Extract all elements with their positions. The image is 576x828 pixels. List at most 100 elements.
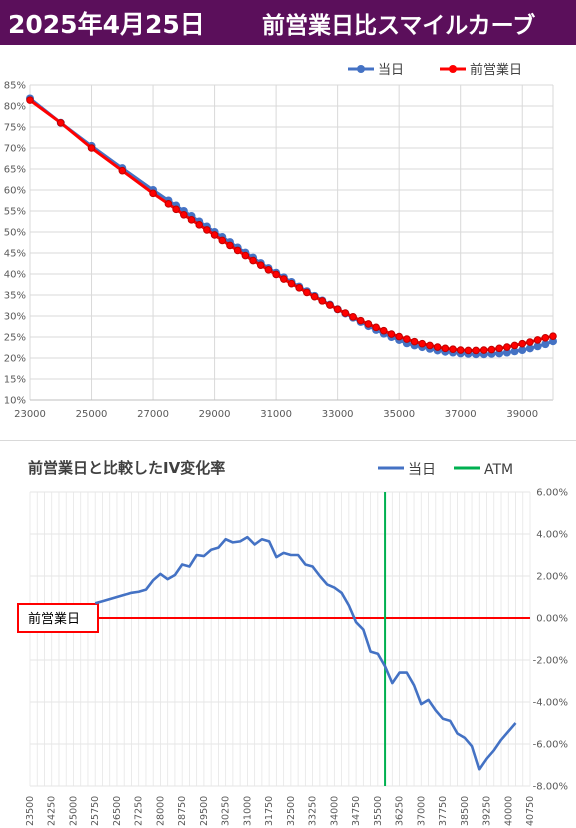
x-tick-label: 25750 xyxy=(90,796,101,826)
data-point-prev xyxy=(349,313,357,321)
chart-title: 前営業日と比較したIV変化率 xyxy=(28,459,225,477)
x-tick-label: 26500 xyxy=(112,796,123,826)
data-point-prev xyxy=(503,343,511,351)
data-point-prev xyxy=(187,216,196,224)
x-tick-label: 31000 xyxy=(260,409,292,420)
y-tick-label: -2.00% xyxy=(533,656,568,667)
data-point-prev xyxy=(356,316,365,325)
data-point-prev xyxy=(472,346,480,355)
series-line-1 xyxy=(29,98,554,352)
iv-change-chart: 6.00% 4.00% 2.00% 0.00% -2.00% -4.00% -6.00% -8… xyxy=(17,459,568,826)
chart-divider xyxy=(0,440,576,441)
data-point-prev xyxy=(303,288,311,297)
data-point-today xyxy=(541,340,550,349)
zero-line-label-box xyxy=(17,603,99,633)
data-point-prev xyxy=(449,345,457,353)
data-point-prev xyxy=(487,345,496,354)
data-point-prev xyxy=(318,297,327,305)
y-tick-label: 70% xyxy=(4,144,26,155)
x-tick-label: 25000 xyxy=(68,796,79,826)
data-point-prev xyxy=(310,292,319,301)
data-point-prev xyxy=(341,309,350,317)
data-point-prev xyxy=(256,261,265,269)
data-point-prev xyxy=(518,339,527,348)
header-title: 前営業日比スマイルカーブ xyxy=(262,13,536,39)
y-tick-label: -8.00% xyxy=(533,782,568,793)
data-point-prev xyxy=(218,236,227,245)
data-point-prev xyxy=(280,275,288,283)
x-tick-label: 31000 xyxy=(242,796,253,826)
legend-label-1: 前営業日 xyxy=(470,62,522,78)
series-line-today xyxy=(94,535,517,771)
data-point-prev xyxy=(379,326,388,335)
data-point-prev xyxy=(464,346,473,355)
y-tick-label: 35% xyxy=(4,291,26,302)
y-tick-label: 55% xyxy=(4,207,26,218)
x-tick-label: 36250 xyxy=(395,796,406,826)
data-point-prev xyxy=(510,341,519,350)
legend-label-atm: ATM xyxy=(484,462,513,478)
data-point-prev xyxy=(287,279,296,288)
data-point-prev xyxy=(456,346,465,354)
header-bar: 2025年4月25日 前営業日比スマイルカーブ xyxy=(0,0,576,45)
x-tick-label: 37750 xyxy=(438,796,449,826)
data-point-prev xyxy=(549,332,557,340)
data-point-prev xyxy=(203,226,211,234)
x-tick-label: 23500 xyxy=(25,796,36,826)
data-point-today xyxy=(502,348,511,357)
y-tick-label: 85% xyxy=(4,81,26,92)
data-point-prev xyxy=(180,210,188,219)
x-tick-label: 40750 xyxy=(525,796,536,826)
x-tick-label: 23000 xyxy=(14,409,46,420)
data-point-prev xyxy=(326,301,334,309)
data-point-prev xyxy=(56,119,65,127)
data-point-today xyxy=(533,342,542,351)
header-date: 2025年4月25日 xyxy=(8,10,205,39)
x-tick-label: 29000 xyxy=(199,409,231,420)
data-point-today xyxy=(510,347,519,356)
y-tick-label: 30% xyxy=(4,312,26,323)
x-tick-label: 30250 xyxy=(221,796,232,826)
legend-marker-1 xyxy=(449,65,457,73)
y-tick-label: 40% xyxy=(4,270,26,281)
x-tick-label: 28750 xyxy=(177,796,188,826)
data-point-prev xyxy=(264,266,273,274)
x-tick-label: 34000 xyxy=(329,796,340,826)
y-tick-label: 0.00% xyxy=(536,614,568,625)
x-tick-label: 38500 xyxy=(460,796,471,826)
y-tick-label: 50% xyxy=(4,228,26,239)
y-tick-label: 45% xyxy=(4,249,26,260)
x-tick-label: 37000 xyxy=(416,796,427,826)
x-tick-label: 39250 xyxy=(482,796,493,826)
x-tick-label: 25000 xyxy=(76,409,108,420)
y-tick-label: 6.00% xyxy=(536,488,568,499)
x-tick-label: 27000 xyxy=(137,409,169,420)
y-tick-label: 75% xyxy=(4,123,26,134)
data-point-prev xyxy=(403,335,411,343)
smile-curve-chart: 23000 25000 27000 29000 31000 33000 35000 37000… xyxy=(4,62,557,420)
data-point-prev xyxy=(526,338,534,346)
data-point-prev xyxy=(395,332,403,341)
x-tick-label: 28000 xyxy=(155,796,166,826)
data-point-prev xyxy=(433,343,442,351)
x-tick-label: 29500 xyxy=(199,796,210,826)
y-tick-label: 20% xyxy=(4,354,26,365)
data-point-prev xyxy=(172,205,180,214)
x-tick-label: 39000 xyxy=(506,409,538,420)
y-tick-label: 4.00% xyxy=(536,530,568,541)
data-point-prev xyxy=(164,200,173,208)
data-point-prev xyxy=(233,246,242,255)
data-point-prev xyxy=(364,320,373,328)
data-point-prev xyxy=(195,221,204,229)
data-point-prev xyxy=(479,346,488,354)
data-point-prev xyxy=(372,323,380,332)
x-tick-label: 33000 xyxy=(322,409,354,420)
y-tick-label: 10% xyxy=(4,396,26,407)
legend-label-today: 当日 xyxy=(408,462,436,478)
y-tick-label: 65% xyxy=(4,165,26,176)
data-point-prev xyxy=(149,189,157,198)
data-point-today xyxy=(525,344,534,353)
x-tick-label: 35500 xyxy=(373,796,384,826)
x-tick-label: 27250 xyxy=(134,796,145,826)
data-point-prev xyxy=(241,251,250,260)
